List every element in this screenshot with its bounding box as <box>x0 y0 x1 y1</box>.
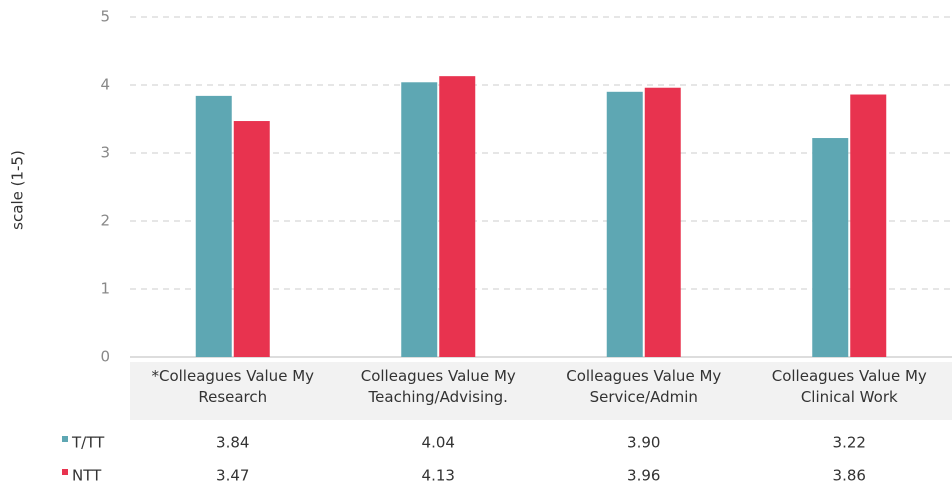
table-value: 4.13 <box>422 467 455 485</box>
table-value: 3.22 <box>833 434 866 452</box>
table-value: 4.04 <box>422 434 455 452</box>
y-tick-label: 1 <box>100 280 110 298</box>
x-tick-text: Colleagues Value My Teaching/Advising. <box>360 367 516 406</box>
x-tick-text: Colleagues Value My Clinical Work <box>771 367 927 406</box>
bar <box>606 91 643 358</box>
bar <box>195 95 232 357</box>
y-tick-label: 3 <box>100 144 110 162</box>
bar <box>439 76 476 357</box>
x-tick-label: Colleagues Value My Service/Admin <box>544 366 744 408</box>
x-tick-text: *Colleagues Value My Research <box>151 367 315 406</box>
legend-label: T/TT <box>71 434 105 452</box>
bar <box>850 94 887 358</box>
table-value: 3.47 <box>216 467 249 485</box>
table-value: 3.86 <box>833 467 866 485</box>
y-axis-label: scale (1-5) <box>9 150 27 230</box>
x-tick-label: Colleagues Value My Clinical Work <box>749 366 949 408</box>
bar <box>401 82 438 357</box>
x-tick-label: *Colleagues Value My Research <box>133 366 333 408</box>
y-tick-label: 4 <box>100 76 110 94</box>
table-value: 3.90 <box>627 434 660 452</box>
table-value: 3.96 <box>627 467 660 485</box>
category-band <box>130 362 952 420</box>
bar <box>233 121 270 357</box>
y-tick-label: 2 <box>100 212 110 230</box>
bar <box>812 138 849 357</box>
legend-label: NTT <box>72 467 102 485</box>
bar <box>644 87 681 357</box>
y-tick-label: 0 <box>100 348 110 366</box>
y-tick-label: 5 <box>100 8 110 26</box>
x-tick-label: Colleagues Value My Teaching/Advising. <box>338 366 538 408</box>
legend-swatch <box>62 436 68 442</box>
legend-swatch <box>62 469 68 475</box>
x-tick-text: Colleagues Value My Service/Admin <box>566 367 722 406</box>
table-value: 3.84 <box>216 434 249 452</box>
